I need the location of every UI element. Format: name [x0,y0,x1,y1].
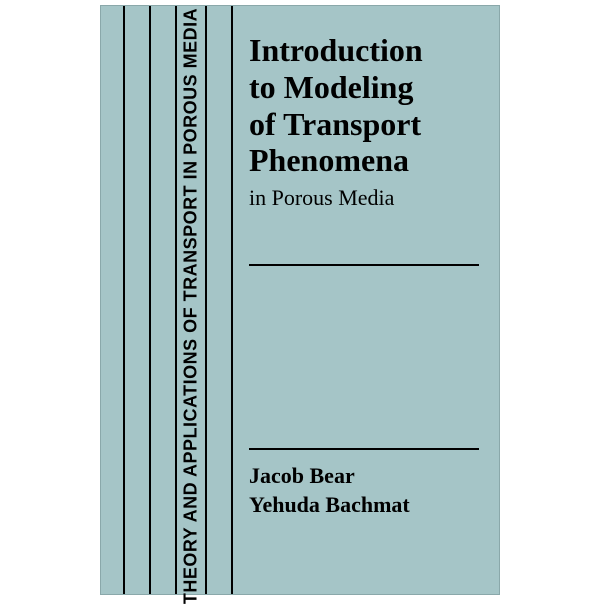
title-block: Introduction to Modeling of Transport Ph… [249,32,479,211]
author-name: Jacob Bear [249,463,355,488]
vertical-rule [149,6,151,594]
vertical-rule [231,6,233,594]
horizontal-rule [249,264,479,266]
book-subtitle: in Porous Media [249,185,479,211]
title-line: Introduction [249,32,423,68]
author-name: Yehuda Bachmat [249,492,410,517]
horizontal-rule [249,448,479,450]
vertical-rule [175,6,177,594]
series-title: THEORY AND APPLICATIONS OF TRANSPORT IN … [181,8,202,604]
book-cover: THEORY AND APPLICATIONS OF TRANSPORT IN … [100,5,500,595]
title-line: Phenomena [249,142,409,178]
title-line: of Transport [249,106,421,142]
vertical-rule [205,6,207,594]
vertical-rule [123,6,125,594]
book-title: Introduction to Modeling of Transport Ph… [249,32,479,179]
title-line: to Modeling [249,69,413,105]
authors-block: Jacob Bear Yehuda Bachmat [249,462,410,519]
